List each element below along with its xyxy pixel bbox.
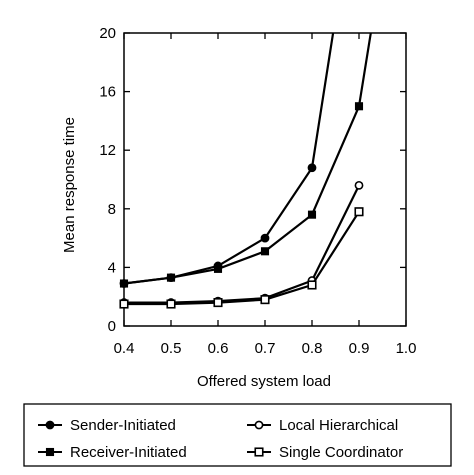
legend-label: Receiver-Initiated bbox=[70, 444, 187, 461]
series-single-coordinator bbox=[119, 207, 364, 309]
data-point bbox=[307, 280, 317, 290]
x-tick-label: 0.4 bbox=[114, 340, 135, 357]
data-point bbox=[119, 279, 129, 288]
x-tick-label: 0.8 bbox=[302, 340, 323, 357]
series-local-hierarchical bbox=[119, 180, 364, 307]
data-point bbox=[354, 180, 364, 190]
y-tick-label: 12 bbox=[99, 142, 116, 159]
series-sender-initiated bbox=[119, 33, 335, 288]
x-tick-label: 0.7 bbox=[255, 340, 276, 357]
data-point bbox=[260, 295, 270, 305]
plot-area: 0.4 0.5 0.6 0.7 0.8 0.9 1.0 0 4 8 12 16 20 bbox=[99, 25, 416, 357]
data-point bbox=[307, 163, 317, 173]
x-axis-title: Offered system load bbox=[197, 373, 331, 390]
legend: Sender-Initiated Receiver-Initiated Local … bbox=[23, 403, 452, 467]
data-point bbox=[307, 210, 317, 219]
legend-item: Sender-Initiated bbox=[38, 417, 176, 434]
legend-marker bbox=[254, 447, 264, 457]
y-tick-label: 0 bbox=[108, 318, 116, 335]
series-line bbox=[124, 211, 360, 306]
legend-item: Receiver-Initiated bbox=[38, 444, 187, 461]
data-point bbox=[166, 299, 176, 309]
y-tick-label: 4 bbox=[108, 259, 116, 276]
data-point bbox=[354, 102, 364, 111]
legend-item: Local Hierarchical bbox=[247, 417, 398, 434]
legend-label: Sender-Initiated bbox=[70, 417, 176, 434]
data-point bbox=[166, 273, 176, 282]
y-tick-label: 16 bbox=[99, 84, 116, 101]
x-tick-label: 0.9 bbox=[349, 340, 370, 357]
series-line bbox=[124, 33, 372, 285]
legend-box bbox=[23, 403, 452, 467]
legend-item: Single Coordinator bbox=[247, 444, 403, 461]
legend-marker bbox=[45, 447, 55, 457]
data-point bbox=[354, 207, 364, 217]
y-tick-label: 8 bbox=[108, 201, 116, 218]
data-point bbox=[260, 247, 270, 256]
series-line bbox=[124, 184, 360, 304]
y-tick-label: 20 bbox=[99, 25, 116, 42]
x-tick-label: 0.6 bbox=[208, 340, 229, 357]
data-point bbox=[119, 299, 129, 309]
x-tick-label: 0.5 bbox=[161, 340, 182, 357]
series-receiver-initiated bbox=[119, 33, 372, 288]
data-point bbox=[213, 264, 223, 273]
data-point bbox=[213, 298, 223, 308]
data-point bbox=[260, 233, 270, 243]
legend-label: Local Hierarchical bbox=[279, 417, 398, 434]
series-line bbox=[124, 33, 335, 285]
legend-label: Single Coordinator bbox=[279, 444, 403, 461]
legend-marker bbox=[254, 420, 264, 430]
y-axis-title: Mean response time bbox=[61, 117, 78, 253]
x-tick-label: 1.0 bbox=[396, 340, 417, 357]
legend-marker bbox=[45, 420, 55, 430]
